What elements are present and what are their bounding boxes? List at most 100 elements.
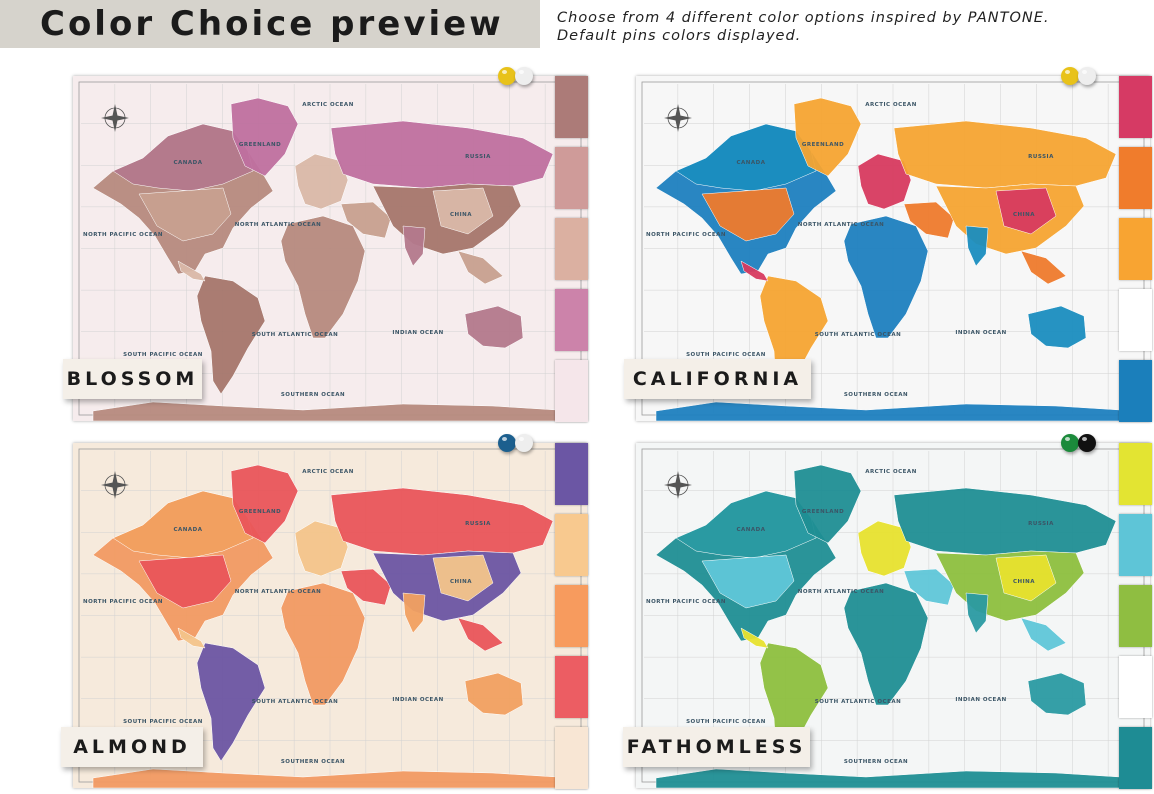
color-swatch (1119, 147, 1152, 209)
south-atlantic-label: SOUTH ATLANTIC OCEAN (252, 332, 338, 338)
south-atlantic-label: SOUTH ATLANTIC OCEAN (252, 699, 338, 705)
color-swatch (1119, 443, 1152, 505)
southern-ocean-label: SOUTHERN OCEAN (844, 759, 908, 765)
russia-label: RUSSIA (1028, 154, 1054, 160)
south-pacific-label: SOUTH PACIFIC OCEAN (686, 352, 766, 358)
push-pin-icon (1061, 67, 1079, 85)
push-pin-icon (1078, 67, 1096, 85)
canada-label: CANADA (174, 160, 203, 166)
variant-name-label: FATHOMLESS (623, 727, 810, 767)
south-pacific-label: SOUTH PACIFIC OCEAN (123, 719, 203, 725)
push-pin-icon (1078, 434, 1096, 452)
color-swatch (555, 218, 588, 280)
greenland (793, 464, 862, 544)
middle-east (903, 201, 955, 239)
push-pin-icon (498, 434, 516, 452)
north-pacific-label: NORTH PACIFIC OCEAN (646, 232, 726, 238)
canada-label: CANADA (737, 527, 766, 533)
color-swatch (1119, 514, 1152, 576)
variant-name-text: BLOSSOM (66, 368, 199, 390)
south-atlantic-label: SOUTH ATLANTIC OCEAN (815, 699, 901, 705)
color-swatch (555, 360, 588, 422)
color-swatch (1119, 727, 1152, 789)
greenland-label: GREENLAND (239, 142, 281, 148)
southern-ocean-label: SOUTHERN OCEAN (281, 392, 345, 398)
central-america (740, 627, 769, 649)
compass-needle (664, 104, 692, 132)
australia (464, 672, 524, 716)
greenland (793, 97, 862, 177)
north-atlantic-label: NORTH ATLANTIC OCEAN (798, 589, 885, 595)
central-america (177, 627, 206, 649)
push-pin-icon (515, 434, 533, 452)
usa-region (701, 187, 795, 242)
europe (294, 520, 349, 577)
antarctica (92, 401, 574, 421)
india (402, 592, 426, 634)
color-swatch (1119, 360, 1152, 422)
north-pacific-label: NORTH PACIFIC OCEAN (83, 232, 163, 238)
southern-ocean-label: SOUTHERN OCEAN (281, 759, 345, 765)
color-swatch (1119, 585, 1152, 647)
variant-name-label: CALIFORNIA (624, 359, 811, 399)
europe (294, 153, 349, 210)
north-atlantic-label: NORTH ATLANTIC OCEAN (798, 222, 885, 228)
usa-region (138, 187, 232, 242)
variant-name-label: ALMOND (61, 727, 203, 767)
greenland-label: GREENLAND (802, 509, 844, 515)
color-swatch (1119, 218, 1152, 280)
antarctica (92, 768, 574, 788)
south-pacific-label: SOUTH PACIFIC OCEAN (686, 719, 766, 725)
china (995, 554, 1057, 602)
southeast-asia (457, 617, 504, 652)
south-america (196, 275, 266, 395)
color-swatch (555, 76, 588, 138)
greenland (230, 464, 299, 544)
canada-label: CANADA (174, 527, 203, 533)
antarctica (655, 401, 1137, 421)
indian-ocean-label: INDIAN OCEAN (392, 697, 443, 703)
arctic-ocean-label: ARCTIC OCEAN (865, 469, 917, 475)
title-banner: Color Choice preview (0, 0, 540, 48)
indian-ocean-label: INDIAN OCEAN (392, 330, 443, 336)
color-swatch (555, 656, 588, 718)
push-pin-icon (515, 67, 533, 85)
page-title: Color Choice preview (40, 4, 504, 44)
russia-label: RUSSIA (1028, 521, 1054, 527)
compass-needle (101, 471, 129, 499)
india (402, 225, 426, 267)
color-swatch (555, 443, 588, 505)
australia (464, 305, 524, 349)
china (432, 554, 494, 602)
color-swatch (555, 147, 588, 209)
southeast-asia (1020, 617, 1067, 652)
india (965, 225, 989, 267)
australia (1027, 305, 1087, 349)
southeast-asia (1020, 250, 1067, 285)
china-label: CHINA (450, 212, 472, 218)
greenland-label: GREENLAND (802, 142, 844, 148)
north-pacific-label: NORTH PACIFIC OCEAN (83, 599, 163, 605)
color-swatch (555, 585, 588, 647)
usa-region (701, 554, 795, 609)
europe (857, 153, 912, 210)
color-swatch (1119, 289, 1152, 351)
compass-needle (101, 104, 129, 132)
south-atlantic-label: SOUTH ATLANTIC OCEAN (815, 332, 901, 338)
africa (280, 582, 366, 706)
middle-east (340, 568, 392, 606)
middle-east (903, 568, 955, 606)
greenland (230, 97, 299, 177)
world-map: ARCTIC OCEAN NORTH ATLANTIC OCEAN NORTH PA… (636, 76, 1150, 421)
china-label: CHINA (450, 579, 472, 585)
variant-name-text: FATHOMLESS (626, 736, 807, 758)
arctic-ocean-label: ARCTIC OCEAN (302, 469, 354, 475)
arctic-ocean-label: ARCTIC OCEAN (302, 102, 354, 108)
middle-east (340, 201, 392, 239)
variant-name-text: CALIFORNIA (632, 368, 803, 390)
color-swatch (1119, 76, 1152, 138)
color-swatch (1119, 656, 1152, 718)
china-label: CHINA (1013, 212, 1035, 218)
central-america (740, 260, 769, 282)
color-swatch (555, 514, 588, 576)
